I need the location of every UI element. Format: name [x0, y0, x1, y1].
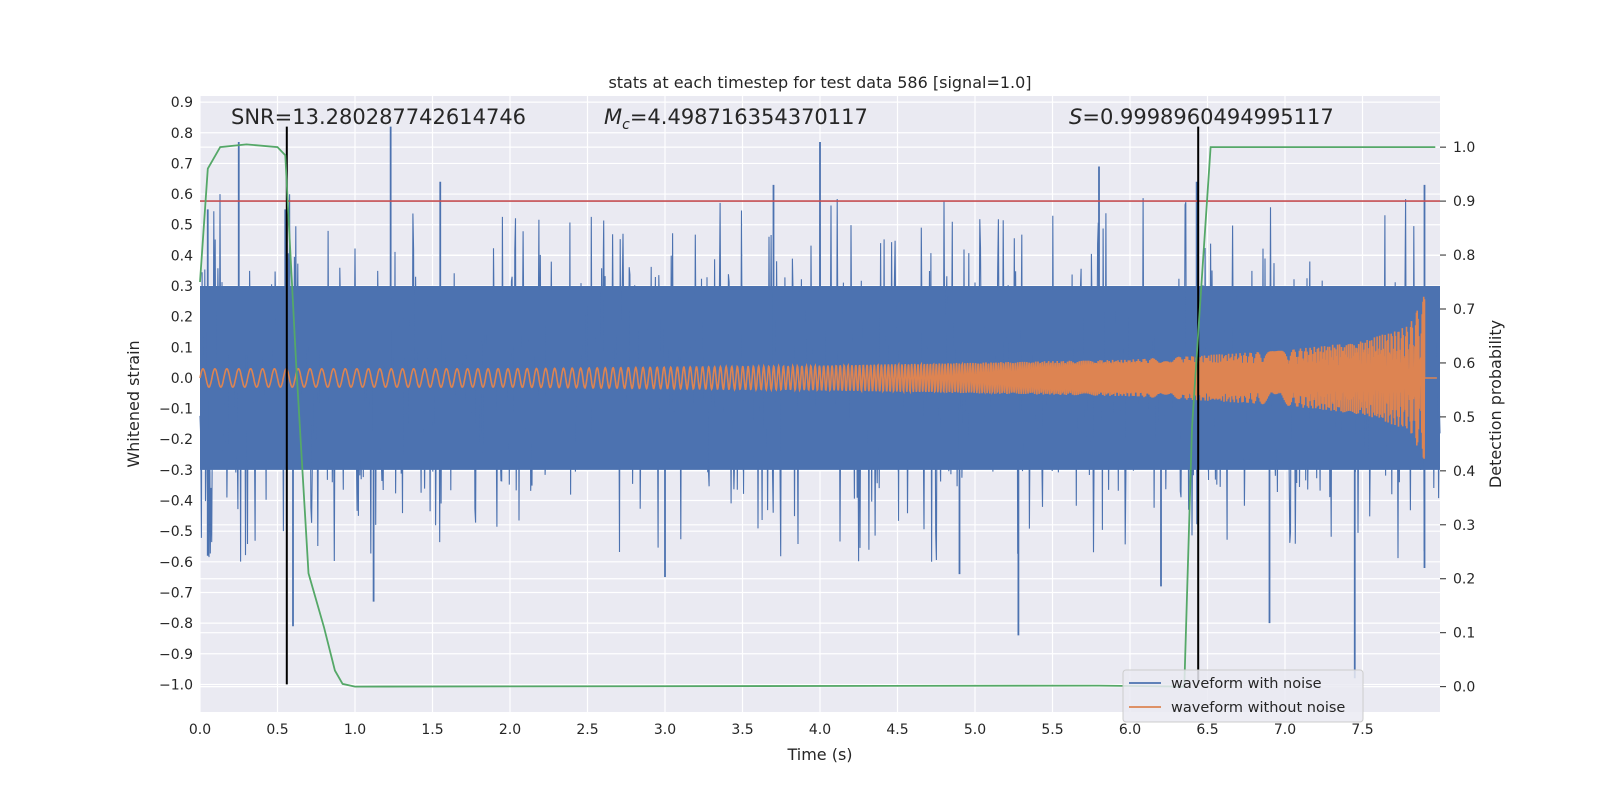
significance-value: =0.9998960494995117: [1082, 105, 1333, 129]
x-axis-label: Time (s): [786, 745, 852, 764]
x-tick-label: 7.0: [1274, 722, 1296, 738]
series-waveform-without-noise: [199, 296, 1437, 459]
snr-annotation: SNR=13.280287742614746: [231, 105, 526, 129]
y2-tick-label: 1.0: [1453, 140, 1475, 156]
x-tick-label: 1.0: [344, 722, 366, 738]
y-tick-label: −0.3: [159, 463, 193, 479]
x-tick-label: 7.5: [1351, 722, 1373, 738]
y2-tick-label: 0.0: [1453, 680, 1475, 696]
significance-annotation: S=0.9998960494995117: [1069, 105, 1334, 129]
x-tick-label: 6.5: [1196, 722, 1218, 738]
x-tick-label: 6.0: [1119, 722, 1141, 738]
y2-axis-label: Detection probability: [1486, 320, 1505, 488]
y2-tick-label: 0.9: [1453, 194, 1475, 210]
y-tick-labels: 0.9 0.8 0.7 0.6 0.5 0.4 0.3 0.2 0.1 0.0 −0.1 −0.2 −0…: [159, 95, 193, 693]
y-tick-label: 0.8: [171, 126, 193, 142]
y-tick-label: −0.8: [159, 616, 193, 632]
y-tick-label: −0.5: [159, 524, 193, 540]
y2-tick-label: 0.5: [1453, 410, 1475, 426]
x-tick-label: 0.5: [266, 722, 288, 738]
legend-box: [1122, 669, 1364, 723]
x-tick-label: 2.0: [499, 722, 521, 738]
chirp-mass-subscript: c: [622, 117, 630, 133]
y-tick-label: 0.3: [171, 279, 193, 295]
legend-label-noise: waveform with noise: [1171, 676, 1322, 692]
x-tick-label: 2.5: [576, 722, 598, 738]
y-tick-label: 0.5: [171, 218, 193, 234]
y-tick-label: −0.6: [159, 555, 193, 571]
y-axis-label: Whitened strain: [124, 340, 143, 467]
y-tick-label: −1.0: [159, 677, 193, 693]
y2-tick-labels: 1.0 0.9 0.8 0.7 0.6 0.5 0.4 0.3 0.2 0.1 0.0: [1440, 140, 1475, 696]
y2-tick-label: 0.7: [1453, 302, 1475, 318]
y-tick-label: −0.2: [159, 432, 193, 448]
y-tick-label: 0.4: [171, 248, 193, 264]
significance-symbol: S: [1069, 105, 1082, 129]
x-tick-label: 4.5: [886, 722, 908, 738]
y-tick-label: 0.0: [171, 371, 193, 387]
overlay-lines: [199, 126, 1440, 688]
y-tick-label: −0.7: [159, 585, 193, 601]
chart-title: stats at each timestep for test data 586…: [608, 73, 1031, 92]
chirp-mass-annotation: Mc=4.498716354370117: [604, 105, 868, 133]
chirp-mass-value: =4.498716354370117: [630, 105, 868, 129]
x-tick-label: 4.0: [809, 722, 831, 738]
x-tick-label: 1.5: [421, 722, 443, 738]
chirp-mass-symbol: M: [604, 105, 622, 129]
legend-label-clean: waveform without noise: [1171, 700, 1345, 716]
clean-trace: [199, 296, 1437, 459]
y-tick-label: 0.1: [171, 340, 193, 356]
y2-tick-label: 0.8: [1453, 248, 1475, 264]
y-tick-label: 0.6: [171, 187, 193, 203]
x-tick-label: 3.0: [654, 722, 676, 738]
legend: waveform with noise waveform without noi…: [1122, 669, 1364, 723]
y-tick-label: 0.7: [171, 156, 193, 172]
detection-probability-line: [199, 143, 1436, 688]
y-tick-label: −0.1: [159, 402, 193, 418]
x-tick-labels: 0.0 0.5 1.0 1.5 2.0 2.5 3.0 3.5 4.0 4.5 5.0 5.5 6.0 6…: [189, 722, 1374, 738]
y2-tick-label: 0.2: [1453, 572, 1475, 588]
y2-tick-label: 0.4: [1453, 464, 1475, 480]
y-tick-label: −0.4: [159, 494, 193, 510]
x-tick-label: 0.0: [189, 722, 211, 738]
x-tick-label: 5.5: [1041, 722, 1063, 738]
x-tick-label: 3.5: [731, 722, 753, 738]
y-tick-label: 0.2: [171, 310, 193, 326]
y-tick-label: 0.9: [171, 95, 193, 111]
y2-tick-label: 0.3: [1453, 518, 1475, 534]
y-tick-label: −0.9: [159, 647, 193, 663]
y2-tick-label: 0.1: [1453, 626, 1475, 642]
x-tick-label: 5.0: [964, 722, 986, 738]
y2-tick-label: 0.6: [1453, 356, 1475, 372]
